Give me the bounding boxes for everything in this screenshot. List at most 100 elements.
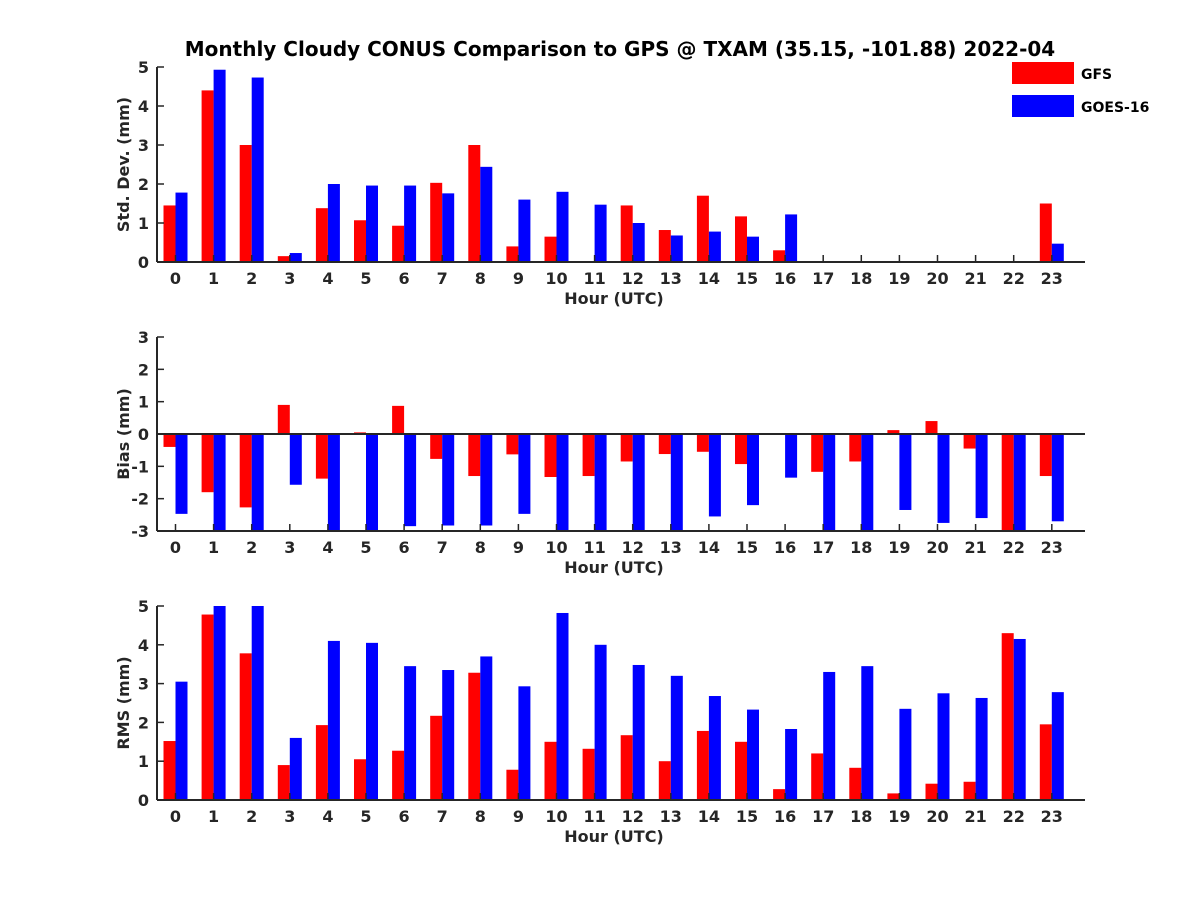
bar-goes16-hour-6 (404, 666, 417, 800)
bar-goes16-hour-13 (670, 675, 683, 800)
bar-goes16-hour-18 (861, 666, 874, 800)
bar-goes16-hour-6 (404, 434, 417, 527)
x-tick-label: 23 (1041, 538, 1063, 557)
x-axis-title: Hour (UTC) (564, 558, 664, 577)
x-tick-label: 18 (850, 807, 872, 826)
y-tick-label: 0 (138, 253, 149, 272)
bar-gfs-hour-14 (696, 730, 709, 800)
bar-goes16-hour-0 (175, 192, 188, 262)
bar-goes16-hour-0 (175, 434, 188, 514)
x-tick-label: 20 (926, 538, 948, 557)
bar-gfs-hour-7 (430, 182, 443, 262)
bar-goes16-hour-5 (366, 642, 378, 800)
bar-goes16-hour-16 (785, 728, 798, 800)
x-tick-label: 18 (850, 269, 872, 288)
bar-gfs-hour-14 (696, 434, 709, 452)
x-tick-label: 9 (513, 807, 524, 826)
x-tick-label: 14 (698, 807, 720, 826)
bar-gfs-hour-17 (811, 434, 824, 472)
bar-gfs-hour-9 (506, 434, 519, 455)
y-tick-label: 0 (138, 791, 149, 810)
x-tick-label: 10 (545, 807, 567, 826)
bar-gfs-hour-6 (392, 225, 405, 262)
y-tick-label: -2 (131, 490, 149, 509)
x-tick-label: 14 (698, 269, 720, 288)
bar-goes16-hour-11 (594, 204, 607, 262)
x-tick-label: 5 (360, 538, 371, 557)
x-tick-label: 16 (774, 269, 796, 288)
bar-goes16-hour-2 (251, 77, 264, 262)
bar-gfs-hour-15 (735, 216, 747, 262)
bar-goes16-hour-11 (594, 434, 607, 531)
y-tick-label: -1 (131, 457, 149, 476)
bar-gfs-hour-13 (658, 434, 671, 455)
bar-goes16-hour-10 (556, 191, 569, 262)
x-tick-label: 17 (812, 807, 834, 826)
bar-gfs-hour-0 (163, 741, 176, 800)
x-tick-label: 21 (964, 269, 986, 288)
x-tick-label: 3 (284, 807, 295, 826)
bar-goes16-hour-7 (442, 670, 455, 800)
x-tick-label: 17 (812, 538, 834, 557)
x-tick-label: 23 (1041, 269, 1063, 288)
x-tick-label: 23 (1041, 807, 1063, 826)
x-tick-label: 20 (926, 269, 948, 288)
chart-title: Monthly Cloudy CONUS Comparison to GPS @… (185, 37, 1055, 61)
bar-goes16-hour-23 (1051, 243, 1064, 262)
bar-goes16-hour-9 (518, 199, 531, 262)
x-tick-label: 22 (1003, 538, 1025, 557)
legend-swatch-goes16 (1012, 95, 1074, 117)
bar-goes16-hour-15 (747, 434, 759, 506)
bar-gfs-hour-8 (468, 434, 481, 477)
bar-goes16-hour-17 (823, 671, 836, 800)
y-tick-label: 1 (138, 214, 149, 233)
bar-goes16-hour-7 (442, 434, 455, 526)
bar-gfs-hour-9 (506, 246, 519, 262)
x-tick-label: 21 (964, 538, 986, 557)
y-tick-label: 0 (138, 425, 149, 444)
bar-goes16-hour-0 (175, 681, 188, 800)
bar-gfs-hour-2 (239, 653, 252, 800)
bar-gfs-hour-14 (696, 195, 709, 262)
bar-gfs-hour-1 (201, 90, 214, 263)
x-tick-label: 0 (170, 807, 181, 826)
bar-goes16-hour-4 (327, 434, 340, 531)
bar-goes16-hour-3 (289, 434, 302, 485)
y-axis-title: Bias (mm) (114, 388, 133, 480)
bar-goes16-hour-1 (213, 434, 226, 531)
x-tick-label: 5 (360, 269, 371, 288)
bar-gfs-hour-10 (544, 434, 557, 478)
bar-goes16-hour-16 (785, 214, 798, 262)
bar-goes16-hour-18 (861, 434, 874, 531)
bar-gfs-hour-1 (201, 614, 214, 800)
y-tick-label: 2 (138, 713, 149, 732)
x-tick-label: 8 (475, 269, 486, 288)
bar-goes16-hour-8 (480, 656, 493, 800)
bar-goes16-hour-19 (899, 434, 912, 510)
x-tick-label: 0 (170, 538, 181, 557)
bar-goes16-hour-17 (823, 434, 836, 531)
bar-gfs-hour-21 (963, 434, 976, 449)
x-tick-label: 17 (812, 269, 834, 288)
bar-gfs-hour-22 (1001, 633, 1014, 800)
bar-goes16-hour-20 (937, 434, 950, 523)
bar-goes16-hour-9 (518, 686, 531, 800)
bar-goes16-hour-12 (632, 664, 645, 800)
bar-goes16-hour-14 (708, 434, 721, 517)
y-tick-label: -3 (131, 522, 149, 541)
x-tick-label: 11 (583, 538, 605, 557)
bar-gfs-hour-1 (201, 434, 214, 493)
x-axis-title: Hour (UTC) (564, 289, 664, 308)
x-tick-label: 13 (660, 807, 682, 826)
bar-gfs-hour-3 (277, 404, 290, 434)
bar-goes16-hour-12 (632, 434, 645, 531)
x-tick-label: 16 (774, 807, 796, 826)
x-tick-label: 15 (736, 538, 758, 557)
bar-gfs-hour-12 (620, 434, 633, 462)
bar-gfs-hour-13 (658, 761, 671, 800)
bar-gfs-hour-9 (506, 769, 519, 800)
x-tick-label: 1 (208, 538, 219, 557)
legend-label-goes16: GOES-16 (1081, 100, 1149, 116)
legend-swatch-gfs (1012, 62, 1074, 84)
